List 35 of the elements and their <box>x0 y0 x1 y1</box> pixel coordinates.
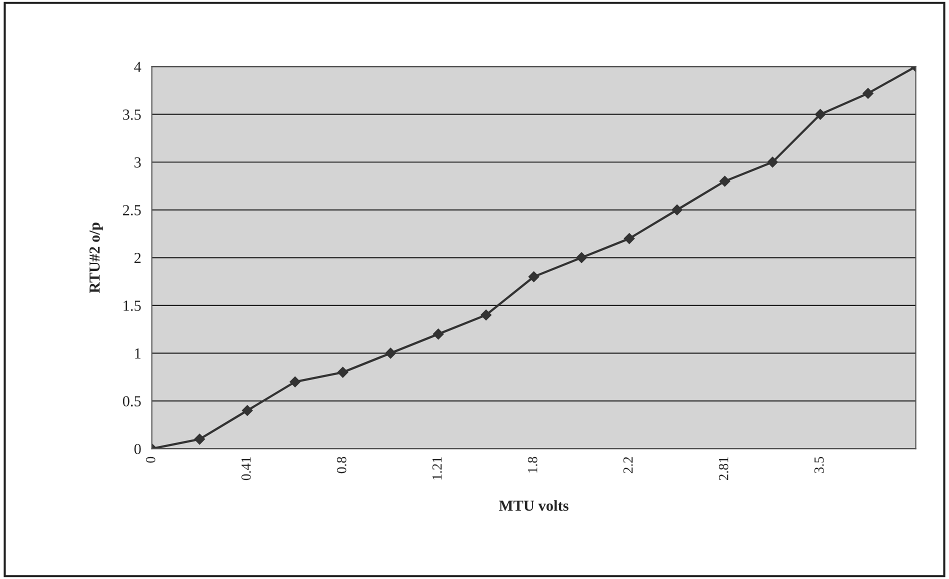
point <box>337 366 348 378</box>
point <box>576 252 587 264</box>
y-tick-label: 3 <box>134 157 141 168</box>
point <box>528 271 540 282</box>
y-tick-label: 0 <box>134 444 141 454</box>
y-tick-label: 2 <box>134 252 141 263</box>
x-tick-label: 1.21 <box>432 457 442 480</box>
point <box>432 328 444 340</box>
y-tick-label: 0.5 <box>122 396 141 406</box>
x-tick-label: 2.81 <box>718 457 728 480</box>
x-tick-label: 2.2 <box>623 457 633 474</box>
x-tick-label: 1.8 <box>528 456 538 473</box>
x-tick-label: 0.41 <box>241 457 251 480</box>
x-axis-title: MTU volts <box>499 500 568 511</box>
point <box>767 156 778 168</box>
line-series <box>152 66 916 449</box>
x-tick-label: 3.5 <box>814 456 824 474</box>
point <box>385 348 396 359</box>
point <box>624 233 635 244</box>
y-tick-label: 3.5 <box>123 110 141 120</box>
x-tick-label: 0 <box>146 456 156 463</box>
point <box>862 88 874 99</box>
point <box>719 176 730 187</box>
x-tick-label: 0.8 <box>336 456 346 474</box>
point <box>194 434 206 445</box>
y-tick-label: 1 <box>135 348 141 358</box>
point <box>290 376 301 388</box>
y-axis-title: RTU#2 o/p <box>90 222 103 293</box>
point <box>242 405 253 416</box>
y-tick-label: 1.5 <box>124 300 141 311</box>
y-tick-label: 2.5 <box>122 205 141 216</box>
point <box>814 108 826 120</box>
point <box>480 310 492 320</box>
y-tick-label: 4 <box>134 62 142 72</box>
point <box>672 204 682 216</box>
